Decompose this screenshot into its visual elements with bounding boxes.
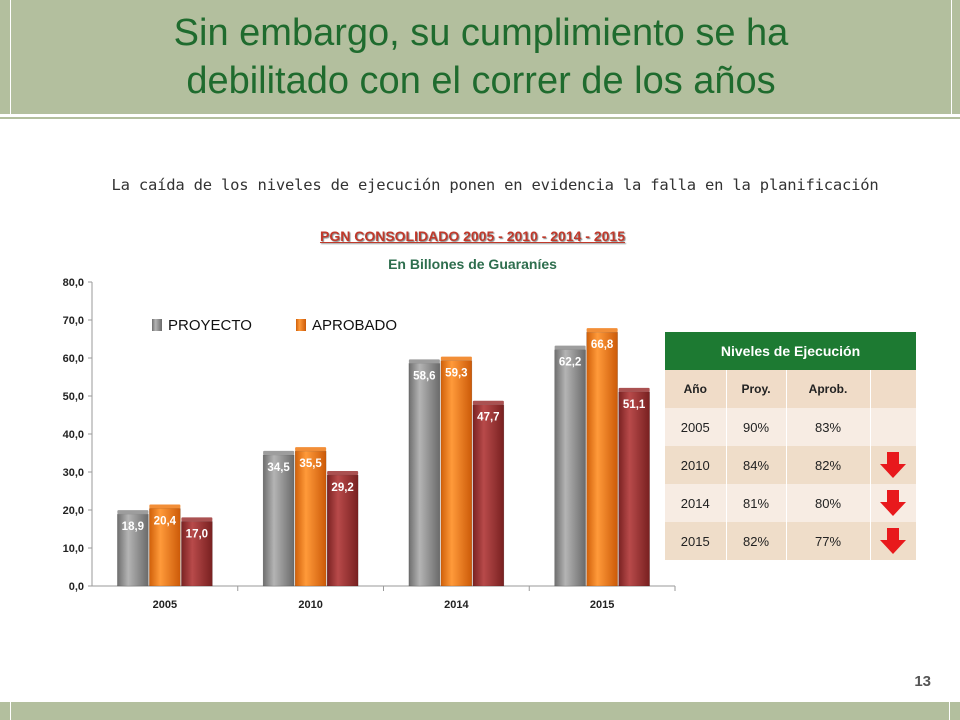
bar-cap [263, 450, 295, 455]
data-label: 47,7 [477, 412, 499, 424]
execution-levels-table: Niveles de Ejecución Año Proy. Aprob. 20… [665, 332, 917, 560]
bar-2014-0 [408, 363, 441, 587]
bar-cap [618, 387, 650, 392]
cell-aprob: 77% [785, 522, 870, 560]
legend-label: PROYECTO [168, 317, 252, 334]
bar-cap [181, 517, 213, 522]
cell-proy: 81% [725, 484, 786, 522]
bar-cap [408, 359, 440, 364]
cell-year: 2005 [665, 408, 726, 446]
cell-year: 2015 [665, 522, 726, 560]
data-label: 66,8 [591, 339, 614, 351]
data-label: 20,4 [154, 515, 177, 527]
x-tick-label: 2010 [298, 599, 322, 611]
column-header-year: Año [665, 370, 726, 408]
data-label: 62,2 [559, 357, 581, 369]
column-header-proy: Proy. [725, 370, 786, 408]
data-label: 58,6 [413, 370, 435, 382]
legend-swatch [152, 319, 162, 331]
bar-chart: 0,0 10,0 20,0 30,0 40,0 50,0 60,0 70,0 80,0 2005 2… [63, 277, 676, 611]
y-tick-label: 50,0 [63, 391, 84, 403]
cell-proy: 90% [725, 408, 786, 446]
bar-2010-0 [262, 454, 295, 587]
cell-aprob: 82% [785, 446, 870, 484]
legend-swatch [296, 319, 306, 331]
data-label: 51,1 [623, 399, 646, 411]
table-header-row: Año Proy. Aprob. [665, 370, 917, 408]
slide-subtitle: La caída de los niveles de ejecución pon… [111, 176, 879, 194]
footer-bar [0, 702, 960, 720]
cell-trend [869, 408, 917, 446]
bar-2010-1 [294, 450, 327, 587]
y-tick-label: 40,0 [63, 429, 84, 441]
cell-trend [869, 446, 917, 484]
down-arrow-icon [879, 451, 907, 479]
chart-subtitle: En Billones de Guaraníes [388, 256, 557, 272]
cell-trend [869, 522, 917, 560]
footer-bar-frame [10, 702, 950, 720]
bar-cap [117, 510, 149, 515]
data-label: 59,3 [445, 368, 467, 380]
table-title: Niveles de Ejecución [665, 332, 917, 370]
bar-2014-2 [472, 404, 505, 587]
cell-proy: 82% [725, 522, 786, 560]
bar-2015-1 [586, 331, 618, 587]
bar-cap [149, 504, 181, 509]
y-tick-label: 30,0 [63, 467, 84, 479]
bar-2014-1 [440, 360, 473, 587]
y-tick-label: 60,0 [63, 353, 84, 365]
bar-cap [440, 356, 472, 361]
bar-2015-0 [554, 349, 586, 587]
cell-aprob: 80% [785, 484, 870, 522]
cell-aprob: 83% [785, 408, 870, 446]
data-label: 18,9 [122, 521, 144, 533]
cell-proy: 84% [725, 446, 786, 484]
page-title: Sin embargo, su cumplimiento se ha debil… [173, 12, 789, 102]
down-arrow-icon [879, 527, 907, 555]
bar-2015-2 [618, 391, 650, 587]
table-row: 2010 84% 82% [665, 446, 917, 484]
bar-cap [295, 447, 327, 452]
table-row: 2014 81% 80% [665, 484, 917, 522]
data-label: 29,2 [331, 482, 353, 494]
y-tick-label: 10,0 [63, 543, 84, 555]
title-area: Sin embargo, su cumplimiento se ha debil… [10, 0, 952, 114]
cell-year: 2010 [665, 446, 726, 484]
cell-trend [869, 484, 917, 522]
x-tick-label: 2015 [590, 599, 614, 611]
x-tick-label: 2005 [153, 599, 177, 611]
cell-year: 2014 [665, 484, 726, 522]
y-tick-label: 20,0 [63, 505, 84, 517]
page-number: 13 [914, 673, 931, 690]
header-divider-accent [0, 117, 960, 119]
down-arrow-icon [879, 489, 907, 517]
column-header-trend [869, 370, 917, 408]
y-tick-label: 80,0 [63, 277, 84, 289]
chart-title: PGN CONSOLIDADO 2005 - 2010 - 2014 - 201… [319, 228, 626, 244]
data-label: 34,5 [267, 462, 290, 474]
bar-2010-2 [326, 474, 359, 587]
bar-2005-0 [117, 513, 149, 587]
y-tick-label: 0,0 [69, 581, 84, 593]
bar-2005-1 [149, 508, 181, 587]
data-label: 35,5 [299, 458, 322, 470]
data-label: 17,0 [186, 528, 208, 540]
table-row: 2015 82% 77% [665, 522, 917, 560]
table-row: 2005 90% 83% [665, 408, 917, 446]
x-tick-label: 2014 [444, 599, 469, 611]
legend-label: APROBADO [312, 317, 397, 334]
header-divider [0, 114, 960, 117]
y-tick-label: 70,0 [63, 315, 84, 327]
bar-cap [327, 471, 359, 476]
column-header-aprob: Aprob. [785, 370, 870, 408]
bar-2005-2 [181, 521, 213, 587]
bar-cap [554, 345, 586, 350]
bar-cap [472, 400, 504, 405]
bar-cap [586, 328, 618, 333]
